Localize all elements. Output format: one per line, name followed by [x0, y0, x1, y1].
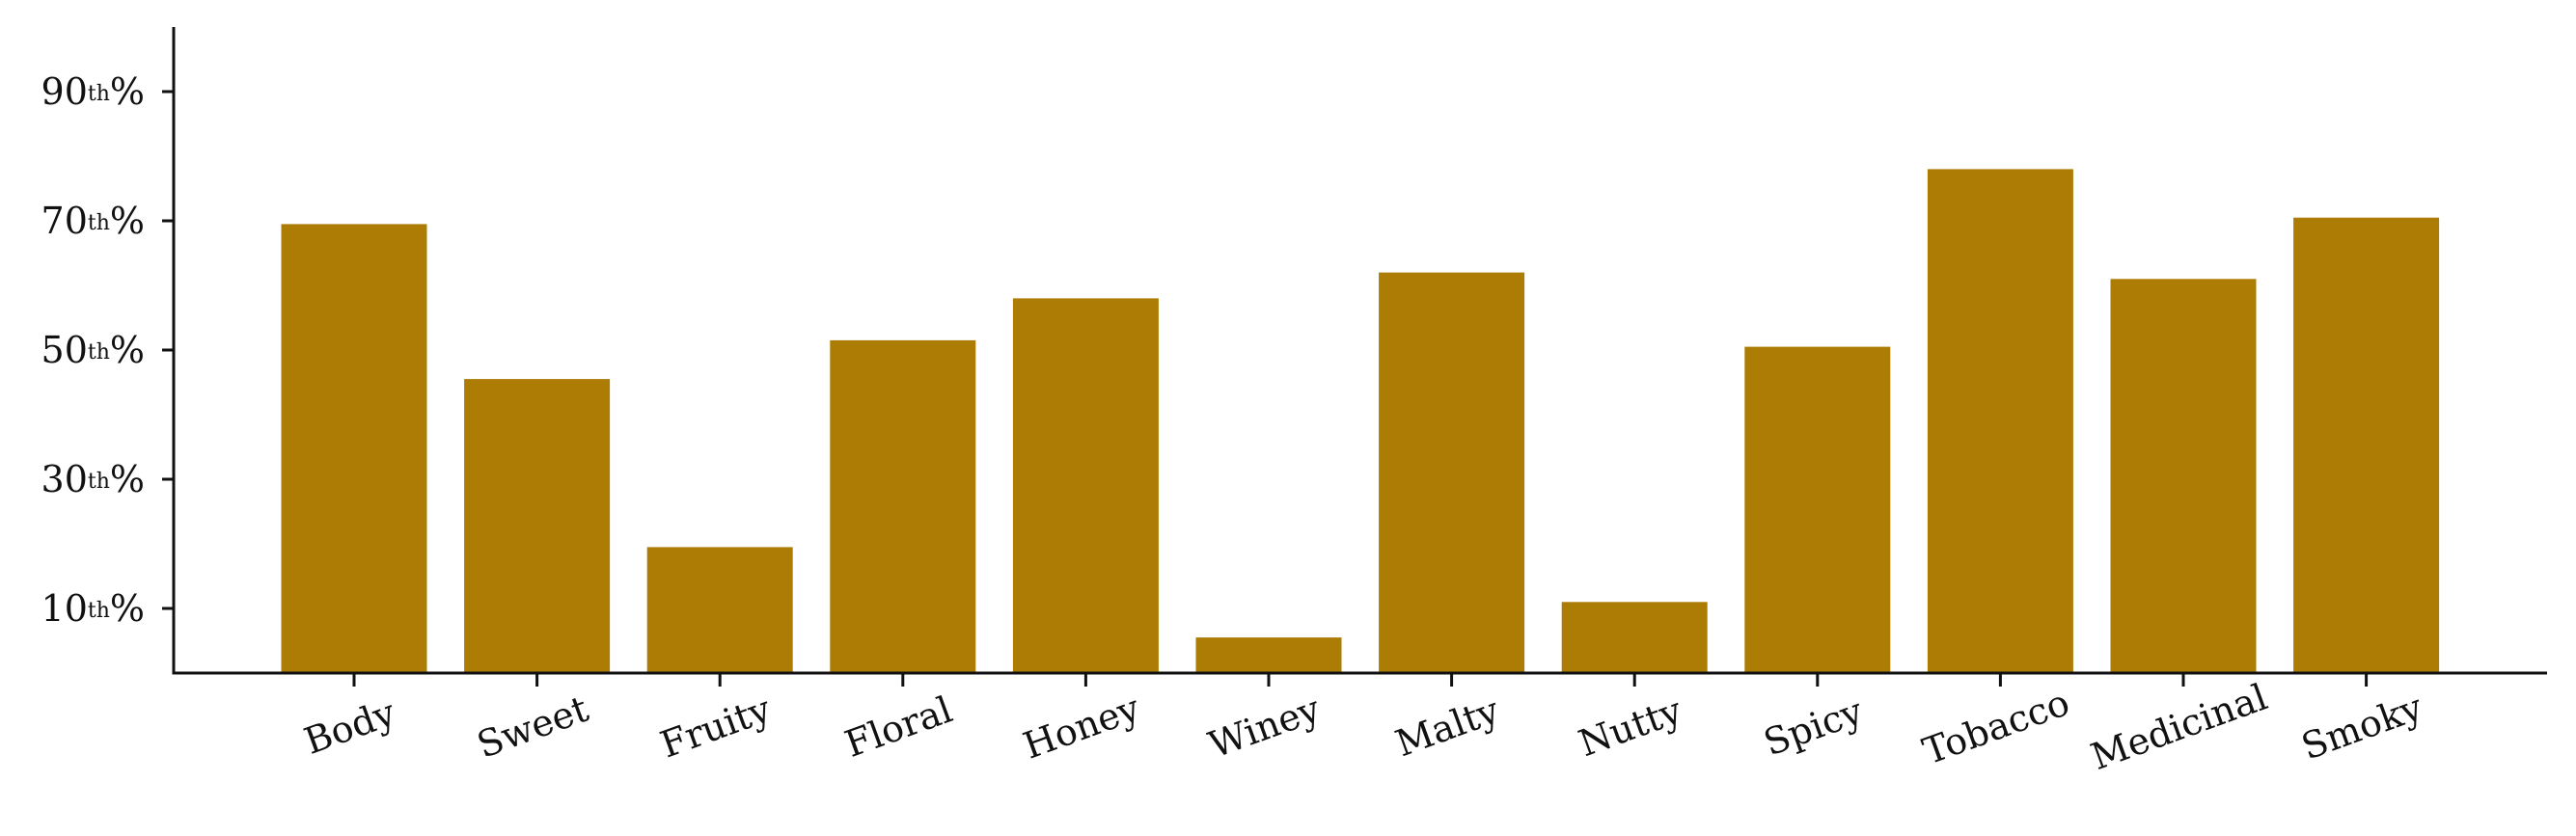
x-tick-label-winey: Winey — [1203, 688, 1326, 767]
x-tick-label-body: Body — [299, 690, 401, 763]
bar-sweet — [464, 379, 611, 673]
bar-medicinal — [2110, 279, 2257, 673]
bar-malty — [1379, 272, 1525, 673]
bar-smoky — [2293, 217, 2440, 673]
y-tick-label: 30th% — [41, 458, 145, 500]
bar-nutty — [1561, 602, 1708, 673]
bar-honey — [1012, 298, 1159, 673]
x-tick-label-medicinal: Medicinal — [2085, 676, 2272, 779]
x-tick-label-spicy: Spicy — [1758, 689, 1868, 765]
x-tick-label-nutty: Nutty — [1574, 688, 1688, 765]
bar-fruity — [646, 547, 793, 673]
x-tick-label-tobacco: Tobacco — [1917, 681, 2074, 772]
bar-winey — [1195, 637, 1342, 673]
x-tick-label-honey: Honey — [1018, 687, 1145, 768]
y-tick-label: 10th% — [41, 587, 145, 630]
bar-floral — [830, 339, 976, 673]
x-tick-label-malty: Malty — [1390, 688, 1505, 765]
x-tick-label-floral: Floral — [839, 688, 958, 766]
bar-spicy — [1744, 346, 1891, 673]
y-tick-label: 90th% — [41, 70, 145, 113]
bars-group — [281, 169, 2440, 673]
x-tick-label-fruity: Fruity — [655, 688, 777, 767]
y-tick-label: 70th% — [41, 200, 145, 242]
bar-tobacco — [1927, 169, 2073, 673]
bar-body — [281, 224, 427, 673]
x-tick-label-smoky: Smoky — [2296, 686, 2428, 769]
y-axis: 10th% 30th% 50th% 70th% 90th% — [41, 27, 176, 675]
y-tick-label: 50th% — [41, 329, 145, 371]
x-axis: Body Sweet Fruity Floral Honey Winey Malty Nutt… — [172, 671, 2547, 779]
x-tick-label-sweet: Sweet — [472, 688, 594, 767]
